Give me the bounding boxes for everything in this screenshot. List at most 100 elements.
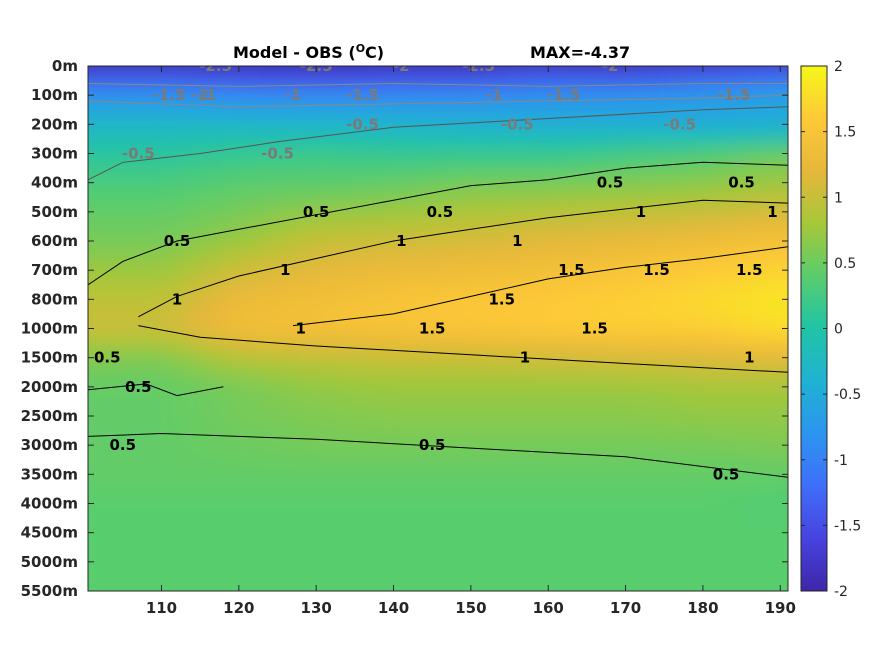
heatmap-cell (161, 430, 182, 439)
heatmap-cell (509, 583, 530, 591)
heatmap-cell (451, 416, 472, 425)
heatmap-cell (490, 284, 511, 294)
heatmap-cell (88, 532, 93, 541)
heatmap-cell (644, 131, 666, 140)
heatmap-cell (180, 153, 202, 162)
heatmap-cell (412, 445, 434, 454)
heatmap-cell (741, 284, 762, 294)
heatmap-cell (451, 379, 472, 388)
heatmap-cell (219, 496, 240, 505)
heatmap-cell (644, 117, 666, 126)
heatmap-cell (412, 423, 434, 432)
heatmap-cell (296, 226, 318, 235)
heatmap-cell (683, 292, 704, 301)
heatmap-cell (548, 430, 569, 439)
heatmap-cell (548, 350, 569, 359)
heatmap-cell (393, 372, 414, 381)
heatmap-cell (780, 335, 788, 345)
contour-line (88, 383, 224, 397)
heatmap-cell (219, 437, 240, 447)
heatmap-cell (470, 372, 492, 381)
heatmap-cell (277, 379, 298, 388)
heatmap-cell (528, 576, 550, 585)
heatmap-cell (780, 496, 788, 505)
heatmap-cell (722, 219, 743, 228)
heatmap-cell (470, 430, 492, 439)
heatmap-cell (161, 321, 182, 330)
heatmap-cell (335, 488, 356, 498)
heatmap-cell (354, 211, 376, 221)
heatmap-cell (91, 372, 116, 381)
heatmap-cell (138, 554, 163, 563)
heatmap-cell (741, 474, 762, 483)
heatmap-cell (258, 241, 279, 250)
heatmap-cell (374, 219, 395, 228)
heatmap-cell (114, 437, 140, 447)
heatmap-cell (509, 109, 530, 119)
heatmap-cell (114, 372, 140, 381)
heatmap-cell (780, 70, 788, 84)
heatmap-cell (335, 82, 356, 97)
heatmap-cell (238, 117, 260, 126)
contour-label: 0.5 (427, 203, 454, 221)
heatmap-cell (219, 270, 240, 279)
heatmap-cell (528, 343, 550, 352)
contour-label: 1 (172, 290, 182, 308)
heatmap-cell (586, 496, 608, 505)
heatmap-cell (91, 357, 116, 366)
heatmap-cell (180, 306, 202, 315)
heatmap-cell (296, 270, 318, 279)
heatmap-cell (586, 146, 608, 155)
heatmap-cell (138, 430, 163, 439)
heatmap-cell (644, 554, 666, 563)
heatmap-cell (780, 343, 788, 352)
heatmap-cell (88, 437, 93, 447)
heatmap-cell (114, 284, 140, 294)
heatmap-cell (258, 109, 279, 119)
heatmap-cell (801, 46, 809, 59)
heatmap-cell (238, 95, 260, 104)
heatmap-cell (587, 596, 607, 602)
y-tick-label: 4000m (21, 495, 78, 513)
heatmap-cell (296, 109, 318, 119)
heatmap-cell (219, 452, 240, 461)
heatmap-cell (88, 131, 93, 140)
heatmap-cell (722, 284, 743, 294)
heatmap-cell (180, 408, 202, 417)
heatmap-cell (644, 190, 666, 199)
heatmap-cell (200, 596, 220, 602)
heatmap-cell (664, 401, 685, 410)
heatmap-cell (528, 175, 550, 184)
heatmap-cell (374, 350, 395, 359)
heatmap-cell (567, 408, 588, 417)
heatmap-cell (722, 510, 743, 520)
heatmap-cell (760, 408, 782, 417)
heatmap-cell (586, 394, 608, 403)
heatmap-cell (567, 357, 588, 366)
heatmap-cell (374, 423, 395, 432)
heatmap-cell (161, 394, 182, 403)
heatmap-cell (470, 532, 492, 541)
heatmap-cell (296, 262, 318, 272)
heatmap-cell (296, 306, 318, 315)
heatmap-cell (451, 576, 472, 585)
heatmap-cell (787, 591, 795, 597)
heatmap-cell (374, 561, 395, 571)
heatmap-cell (684, 46, 704, 59)
heatmap-cell (277, 66, 298, 72)
heatmap-cell (760, 488, 782, 498)
heatmap-cell (509, 197, 530, 206)
heatmap-cell (335, 518, 356, 527)
heatmap-cell (586, 467, 608, 476)
heatmap-cell (88, 357, 93, 366)
heatmap-cell (393, 277, 414, 286)
heatmap-cell (509, 70, 530, 84)
heatmap-cell (88, 343, 93, 352)
heatmap-cell (180, 182, 202, 191)
heatmap-cell (88, 583, 93, 591)
heatmap-cell (760, 328, 782, 337)
heatmap-cell (548, 386, 569, 396)
heatmap-cell (180, 190, 202, 199)
heatmap-cell (683, 175, 704, 184)
heatmap-cell (138, 46, 162, 59)
